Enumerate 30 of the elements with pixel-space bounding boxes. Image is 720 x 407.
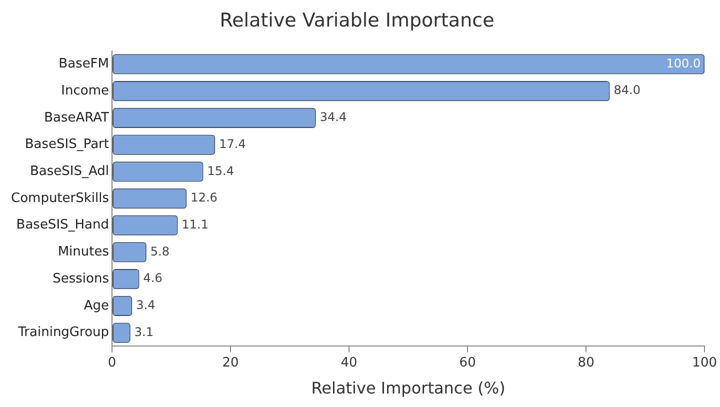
y-tick-label: Sessions (52, 271, 110, 286)
y-tick-label: ComputerSkills (11, 190, 110, 206)
x-tick-label: 40 (340, 355, 358, 370)
data-label: 34.4 (320, 110, 347, 124)
y-tick-label: TrainingGroup (17, 325, 110, 340)
y-tick-label: BaseSIS_Adl (30, 164, 110, 180)
data-label: 3.4 (136, 298, 156, 312)
y-tick-label: Age (84, 298, 110, 314)
data-label: 5.8 (150, 244, 170, 258)
y-tick-label: Income (61, 83, 110, 98)
y-tick-label: BaseSIS_Hand (16, 218, 110, 233)
data-label: 100.0 (666, 56, 701, 70)
y-tick-label: BaseARAT (44, 110, 110, 126)
chart-title: Relative Variable Importance (220, 9, 494, 32)
data-label: 11.1 (182, 217, 209, 232)
x-tick-label: 80 (578, 355, 594, 370)
data-label: 3.1 (134, 324, 154, 339)
data-label: 4.6 (143, 271, 162, 286)
y-tick-label: Minutes (58, 244, 110, 260)
x-tick-label: 0 (108, 355, 116, 370)
data-label: 84.0 (614, 83, 640, 98)
x-axis-title: Relative Importance (%) (311, 378, 506, 398)
x-tick-label: 20 (222, 355, 239, 370)
data-label: 15.4 (207, 164, 234, 178)
data-label: 17.4 (219, 136, 246, 151)
y-tick-label: BaseFM (58, 56, 110, 72)
data-label: 12.6 (190, 190, 218, 205)
x-tick-label: 60 (459, 355, 476, 370)
x-tick-label: 100 (692, 355, 718, 370)
y-tick-label: BaseSIS_Part (24, 137, 110, 152)
